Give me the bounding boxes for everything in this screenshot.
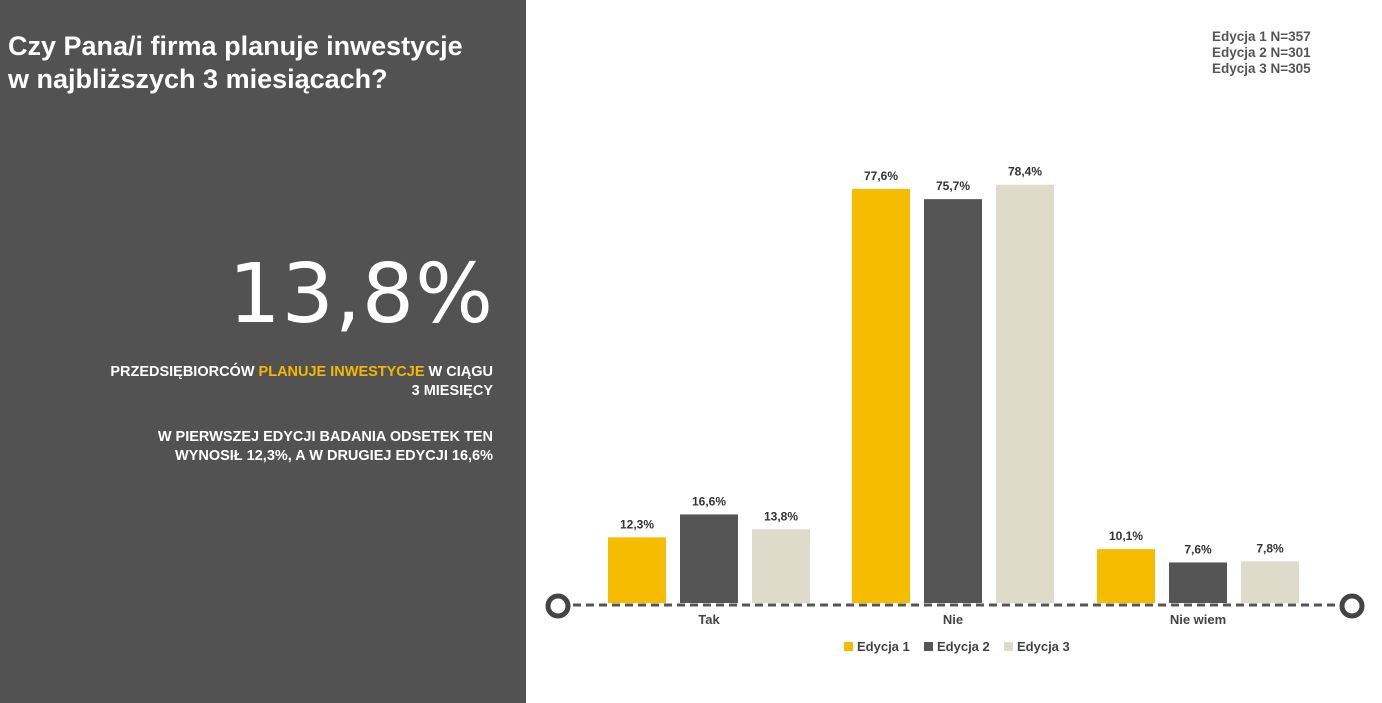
sample-size-edycja-3: Edycja 3 N=305 xyxy=(1212,61,1311,76)
statement-highlight: PLANUJE INWESTYCJE xyxy=(258,364,425,380)
legend-label-0: Edycja 1 xyxy=(857,639,910,654)
bar-chart: 12,3% 16,6% 13,8% Tak 77,6% 75,7% 78,4% Nie 10,1… xyxy=(545,165,1365,654)
headline-statement: PRZEDSIĘBIORCÓW PLANUJE INWESTYCJE W CIĄ… xyxy=(23,363,493,401)
statement-part-1: PRZEDSIĘBIORCÓW xyxy=(110,364,259,380)
headline-value: 13,8% xyxy=(228,247,494,342)
bar-label-0-1: 16,6% xyxy=(692,494,726,508)
axis-end-right xyxy=(1339,593,1365,619)
question-line-2: w najbliższych 3 miesiącach? xyxy=(8,64,388,94)
bar-0-2 xyxy=(752,529,810,603)
bar-2-2 xyxy=(1241,561,1299,603)
left-panel: Czy Pana/i firma planuje inwestycje w na… xyxy=(0,0,526,703)
category-label-0: Tak xyxy=(698,612,720,627)
bar-label-1-2: 78,4% xyxy=(1008,165,1042,179)
sample-size-edycja-1: Edycja 1 N=357 xyxy=(1212,29,1311,44)
bar-2-1 xyxy=(1169,562,1227,603)
bar-label-2-0: 10,1% xyxy=(1109,529,1143,543)
bar-label-0-2: 13,8% xyxy=(764,509,798,523)
bar-1-0 xyxy=(852,189,910,603)
bar-label-2-1: 7,6% xyxy=(1184,542,1212,556)
bar-label-1-0: 77,6% xyxy=(864,169,898,183)
question-line-1: Czy Pana/i firma planuje inwestycje xyxy=(8,31,463,61)
category-label-2: Nie wiem xyxy=(1170,612,1226,627)
bar-1-2 xyxy=(996,184,1054,603)
bar-label-1-1: 75,7% xyxy=(936,179,970,193)
note-line-1: W PIERWSZEJ EDYCJI BADANIA ODSETEK TEN xyxy=(157,429,493,445)
legend-label-1: Edycja 2 xyxy=(937,639,990,654)
legend-swatch-1 xyxy=(924,642,933,651)
statement-part-2: W CIĄGU xyxy=(424,364,493,380)
bar-0-1 xyxy=(680,514,738,603)
bar-0-0 xyxy=(608,537,666,603)
category-label-1: Nie xyxy=(943,612,963,627)
bar-1-1 xyxy=(924,199,982,603)
note-line-2: WYNOSIŁ 12,3%, A W DRUGIEJ EDYCJI 16,6% xyxy=(174,448,493,464)
bar-label-0-0: 12,3% xyxy=(620,517,654,531)
statement-line-2: 3 MIESIĘCY xyxy=(411,383,493,399)
sample-sizes: Edycja 1 N=357 Edycja 2 N=301 Edycja 3 N… xyxy=(1212,29,1311,77)
question-title: Czy Pana/i firma planuje inwestycje w na… xyxy=(8,30,523,96)
comparison-note: W PIERWSZEJ EDYCJI BADANIA ODSETEK TEN W… xyxy=(23,428,493,466)
legend-label-2: Edycja 3 xyxy=(1017,639,1070,654)
bar-label-2-2: 7,8% xyxy=(1256,541,1284,555)
legend-swatch-0 xyxy=(844,642,853,651)
axis-end-left xyxy=(545,593,571,619)
legend-swatch-2 xyxy=(1004,642,1013,651)
bar-2-0 xyxy=(1097,549,1155,603)
sample-size-edycja-2: Edycja 2 N=301 xyxy=(1212,45,1311,60)
